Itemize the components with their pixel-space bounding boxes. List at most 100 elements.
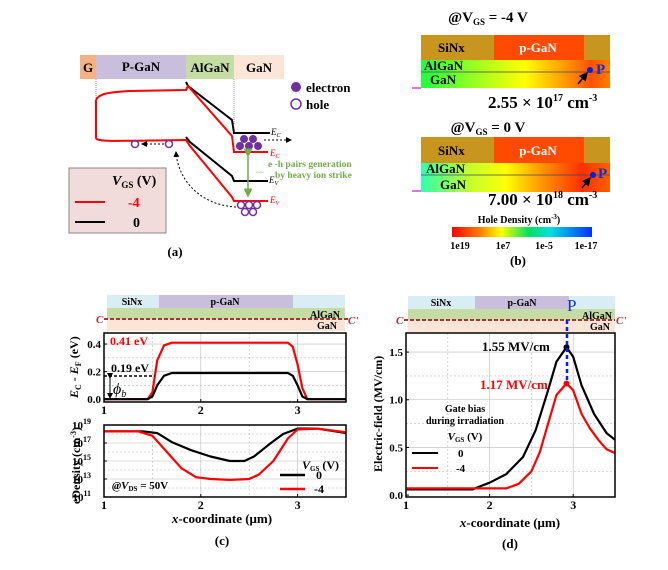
legend-title: VGS (V) xyxy=(448,431,483,444)
map1-label-algan: AlGaN xyxy=(424,58,464,73)
caption-b: (b) xyxy=(510,253,526,268)
layer-label-algan: AlGaN xyxy=(191,60,231,75)
strip-sinx-right xyxy=(569,296,615,309)
ion-strike-icon: ~~ xyxy=(256,169,264,177)
ev-label-red: EV xyxy=(269,195,281,207)
electron-legend-icon xyxy=(291,82,301,92)
map2-gan xyxy=(421,175,610,192)
colorbar-tick: 1e-5 xyxy=(535,241,553,252)
panel-a: G P-GaN AlGaN GaN EC EC EV EV e -h pairs xyxy=(68,55,352,259)
legend-line1: Gate bias xyxy=(445,404,485,415)
hole-cluster xyxy=(130,139,262,217)
map1-label-sinx: SiNx xyxy=(438,40,465,55)
strip-gan xyxy=(408,320,615,332)
band-ec-0v xyxy=(185,81,270,134)
legend-label-black: 0 xyxy=(133,216,140,231)
colorbar-tick: 1e19 xyxy=(450,241,469,252)
panel-d: SiNx p-GaN AlGaN GaN C C' C' P 1 2 3 0.0 0.5… xyxy=(348,296,626,551)
xlabel-c: x-coordinate (μm) xyxy=(171,511,272,526)
map2-algan xyxy=(421,163,610,175)
series-line-neg4v xyxy=(104,341,346,401)
series-line-0v xyxy=(406,346,616,491)
x-tick-label: 2 xyxy=(487,498,493,512)
legend-label-neg4: -4 xyxy=(314,482,324,496)
strip-sinx-right xyxy=(293,295,345,308)
map1-gan xyxy=(421,72,610,88)
series-line-0v xyxy=(104,427,347,463)
map2-pgan xyxy=(494,137,584,163)
cut-start-label: C xyxy=(96,314,104,326)
map1-right xyxy=(584,35,610,60)
ev-label-black: EV xyxy=(268,175,280,187)
legend-label-red: -4 xyxy=(128,196,140,211)
eh-annotation-line2: by heavy ion strike xyxy=(275,171,352,181)
map2-label-pgan: p-GaN xyxy=(519,143,557,158)
legend-label-neg4: -4 xyxy=(456,463,466,475)
peak-red-label: 1.17 MV/cm xyxy=(480,377,548,392)
caption-d: (d) xyxy=(502,536,518,551)
point-p-label: P xyxy=(567,296,576,315)
ec-label-red: EC xyxy=(269,148,281,160)
map1-algan xyxy=(421,60,610,72)
x-tick-label: 3 xyxy=(295,498,301,512)
colorbar-title: Hole Density (cm-3) xyxy=(478,213,561,226)
map2-title: @VGS = 0 V xyxy=(451,120,526,137)
colorbar xyxy=(452,227,592,237)
layer-algan xyxy=(186,55,234,79)
cut-end-label-c: C' xyxy=(348,315,358,327)
plot-electric-field: 1 2 3 0.0 0.5 1.0 1.5 xyxy=(389,332,616,512)
y-tick-label: 0.4 xyxy=(87,339,101,351)
layer-gan xyxy=(234,55,284,79)
x-tick-label: 1 xyxy=(403,498,409,512)
hole-transport-arrow xyxy=(173,151,237,208)
strip-label-gan: GaN xyxy=(590,322,611,333)
ec-label-black: EC xyxy=(270,127,282,139)
map1-label-gan: GaN xyxy=(430,72,457,87)
peak-marker xyxy=(563,380,570,387)
strip-gan xyxy=(107,319,345,331)
ylabel-efield: Electric-field (MV/cm) xyxy=(371,356,385,472)
map1-pgan xyxy=(494,35,584,60)
plot-band-offset: 1 2 3 0.0 0.2 0.4 xyxy=(87,332,347,417)
map2-sinx xyxy=(421,137,494,163)
layer-label-pgan: P-GaN xyxy=(122,59,161,74)
map2-label-algan: AlGaN xyxy=(426,161,466,176)
cut-end-label: C' xyxy=(616,315,626,327)
band-ev-red xyxy=(95,100,268,202)
y-tick-label: 0.2 xyxy=(87,367,101,379)
map2-label-gan: GaN xyxy=(440,177,467,192)
strip-algan xyxy=(107,308,345,319)
map2-point-p xyxy=(590,172,596,178)
caption-c: (c) xyxy=(215,533,229,548)
map2-right xyxy=(584,137,610,163)
map1-title: @VGS = -4 V xyxy=(448,10,528,27)
cut-start-label: C xyxy=(396,315,404,327)
strip-label-pgan: p-GaN xyxy=(211,297,241,308)
map2-point-label: P xyxy=(598,166,607,182)
series-line-neg4v xyxy=(406,382,616,490)
map1-sinx xyxy=(421,35,494,60)
ylabel-ec-ef: EC - EF (eV) xyxy=(67,336,83,399)
electron-cluster xyxy=(236,135,262,150)
band-ec-red xyxy=(95,84,268,153)
x-tick-label: 1 xyxy=(101,403,107,417)
strip-pgan xyxy=(475,296,569,309)
layer-pgan xyxy=(96,55,186,79)
legend-title: VGS (V) xyxy=(302,458,339,473)
y-tick-label: 0.0 xyxy=(87,394,101,406)
legend-label-0: 0 xyxy=(458,448,464,460)
layer-label-gate: G xyxy=(83,60,93,75)
map2-value: 7.00 × 1018 cm-3 xyxy=(488,190,597,209)
strip-label-sinx: SiNx xyxy=(122,297,143,308)
hole-legend-label: hole xyxy=(306,97,329,112)
strip-label-pgan: p-GaN xyxy=(508,298,538,309)
panel-c: SiNx p-GaN AlGaN GaN C 1 2 30.00.20.4 1 2 31… xyxy=(67,295,348,548)
series-line-0v xyxy=(104,371,346,401)
strip-algan xyxy=(408,309,615,320)
strip-sinx xyxy=(408,296,475,309)
strip-sinx xyxy=(107,295,159,308)
map2-label-sinx: SiNx xyxy=(438,143,465,158)
panel-b: @VGS = -4 V SiNx p-GaN AlGaN GaN P 2.55 … xyxy=(412,10,610,268)
